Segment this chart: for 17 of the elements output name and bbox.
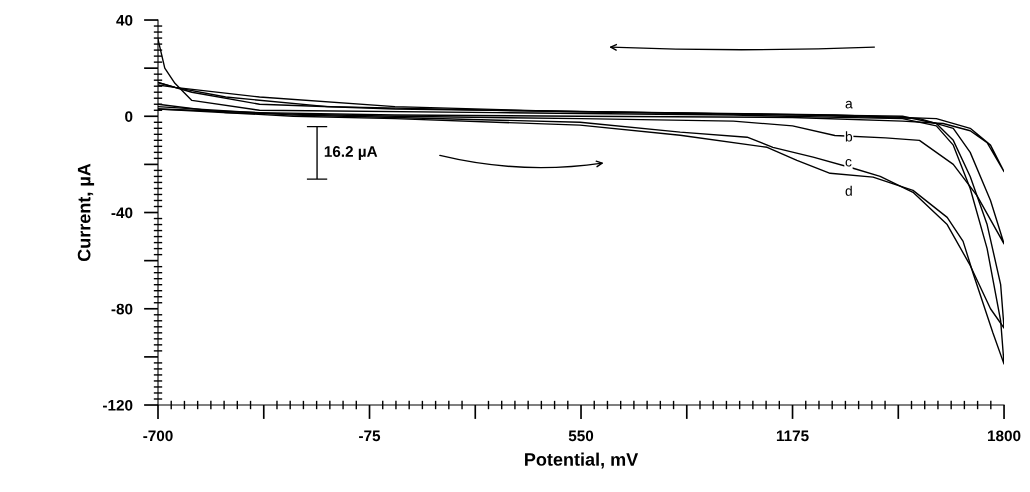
x-tick-label: -700	[143, 430, 173, 442]
y-tick-label: -80	[111, 303, 133, 315]
x-tick-label: 1175	[776, 430, 809, 442]
y-tick-label: -120	[103, 399, 133, 411]
y-tick-label: 40	[116, 14, 133, 26]
y-tick-label: -40	[111, 207, 133, 219]
x-tick-label: 1800	[988, 430, 1021, 442]
annotation: c	[845, 158, 852, 167]
x-axis-title: Potential, mV	[525, 452, 639, 469]
y-axis-title: Current, µA	[77, 163, 95, 262]
y-tick-label: 0	[125, 111, 133, 122]
annotation: d	[845, 185, 852, 196]
x-tick-label: 550	[568, 430, 594, 442]
annotation: b	[845, 131, 853, 142]
annotation: 16.2 µA	[324, 146, 378, 160]
annotation: a	[845, 100, 853, 109]
x-tick-label: -75	[359, 430, 381, 442]
